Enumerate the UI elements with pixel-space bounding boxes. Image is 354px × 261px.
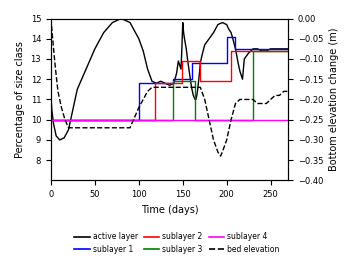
- Y-axis label: Bottom elevation change (m): Bottom elevation change (m): [329, 28, 339, 171]
- Y-axis label: Percentage of size class: Percentage of size class: [15, 41, 25, 158]
- X-axis label: Time (days): Time (days): [141, 205, 198, 215]
- Legend: active layer, sublayer 1, sublayer 2, sublayer 3, sublayer 4, bed elevation: active layer, sublayer 1, sublayer 2, su…: [72, 229, 282, 257]
